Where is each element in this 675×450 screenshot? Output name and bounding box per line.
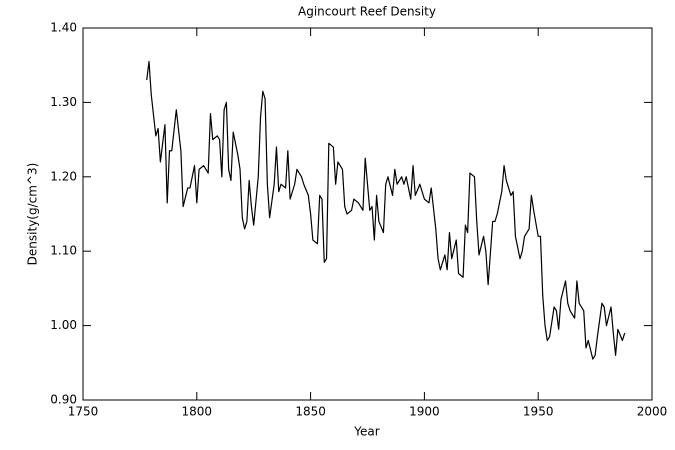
y-tick-label: 0.90 (50, 393, 77, 407)
y-tick-label: 1.10 (50, 244, 77, 258)
x-axis-label: Year (353, 425, 379, 439)
plot-frame (82, 27, 653, 401)
y-tick-label: 1.20 (50, 169, 77, 183)
x-tick-label: 1900 (409, 405, 440, 419)
y-tick-label: 1.30 (50, 95, 77, 109)
data-line (146, 60, 626, 360)
y-tick-label: 1.00 (50, 318, 77, 332)
chart-title: Agincourt Reef Density (298, 5, 436, 19)
x-tick-label: 1950 (523, 405, 554, 419)
x-tick-label: 1750 (68, 405, 99, 419)
x-tick-label: 1850 (295, 405, 326, 419)
y-tick-label: 1.40 (50, 21, 77, 35)
y-axis-label: Density(g/cm^3) (26, 163, 40, 266)
x-tick-label: 2000 (637, 405, 668, 419)
x-tick-label: 1800 (182, 405, 213, 419)
